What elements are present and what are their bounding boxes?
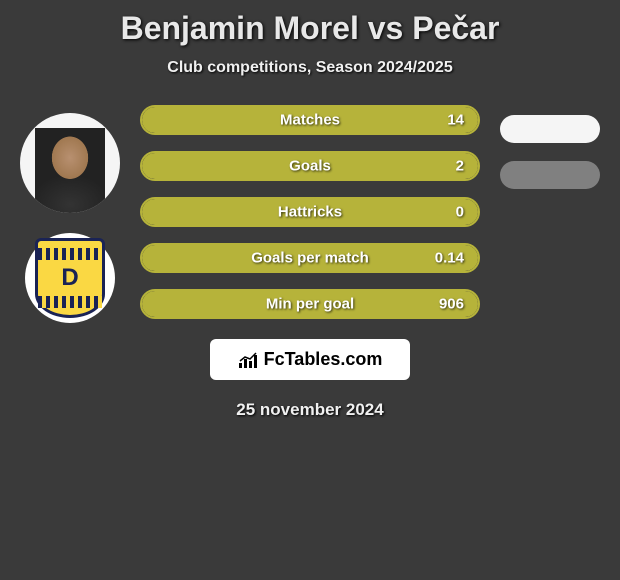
comparison-pill [500, 115, 600, 143]
stat-value: 0.14 [435, 250, 464, 267]
infographic-container: Benjamin Morel vs Pečar Club competition… [0, 0, 620, 420]
page-title: Benjamin Morel vs Pečar [0, 10, 620, 47]
stat-label: Goals [289, 158, 331, 175]
player-avatar [20, 113, 120, 213]
stat-value: 14 [447, 112, 464, 129]
subtitle: Club competitions, Season 2024/2025 [0, 59, 620, 77]
stat-bar: Matches 14 [140, 105, 480, 135]
stat-bar: Goals per match 0.14 [140, 243, 480, 273]
stat-label: Hattricks [278, 204, 342, 221]
avatar-placeholder [35, 128, 105, 213]
stat-label: Min per goal [266, 296, 354, 313]
stat-bar: Goals 2 [140, 151, 480, 181]
stats-column: Matches 14 Goals 2 Hattricks 0 Goals per match… [130, 105, 490, 335]
badge-stripes-bottom [38, 296, 102, 308]
stat-bar: Hattricks 0 [140, 197, 480, 227]
comparison-pill [500, 161, 600, 189]
right-column [490, 105, 610, 207]
logo-text: FcTables.com [264, 349, 383, 369]
left-column: D [10, 105, 130, 323]
stat-bar: Min per goal 906 [140, 289, 480, 319]
content-row: D Matches 14 Goals 2 Hattricks 0 Goals per mat… [0, 105, 620, 335]
stat-value: 2 [456, 158, 464, 175]
stat-label: Matches [280, 112, 340, 129]
date-text: 25 november 2024 [0, 400, 620, 420]
footer: FcTables.com 25 november 2024 [0, 339, 620, 420]
badge-letter: D [61, 264, 78, 292]
badge-shield: D [35, 238, 105, 318]
chart-icon [238, 351, 260, 369]
stat-value: 0 [456, 204, 464, 221]
logo-box: FcTables.com [210, 339, 411, 380]
club-badge: D [25, 233, 115, 323]
stat-label: Goals per match [251, 250, 369, 267]
badge-stripes-top [38, 248, 102, 260]
stat-value: 906 [439, 296, 464, 313]
